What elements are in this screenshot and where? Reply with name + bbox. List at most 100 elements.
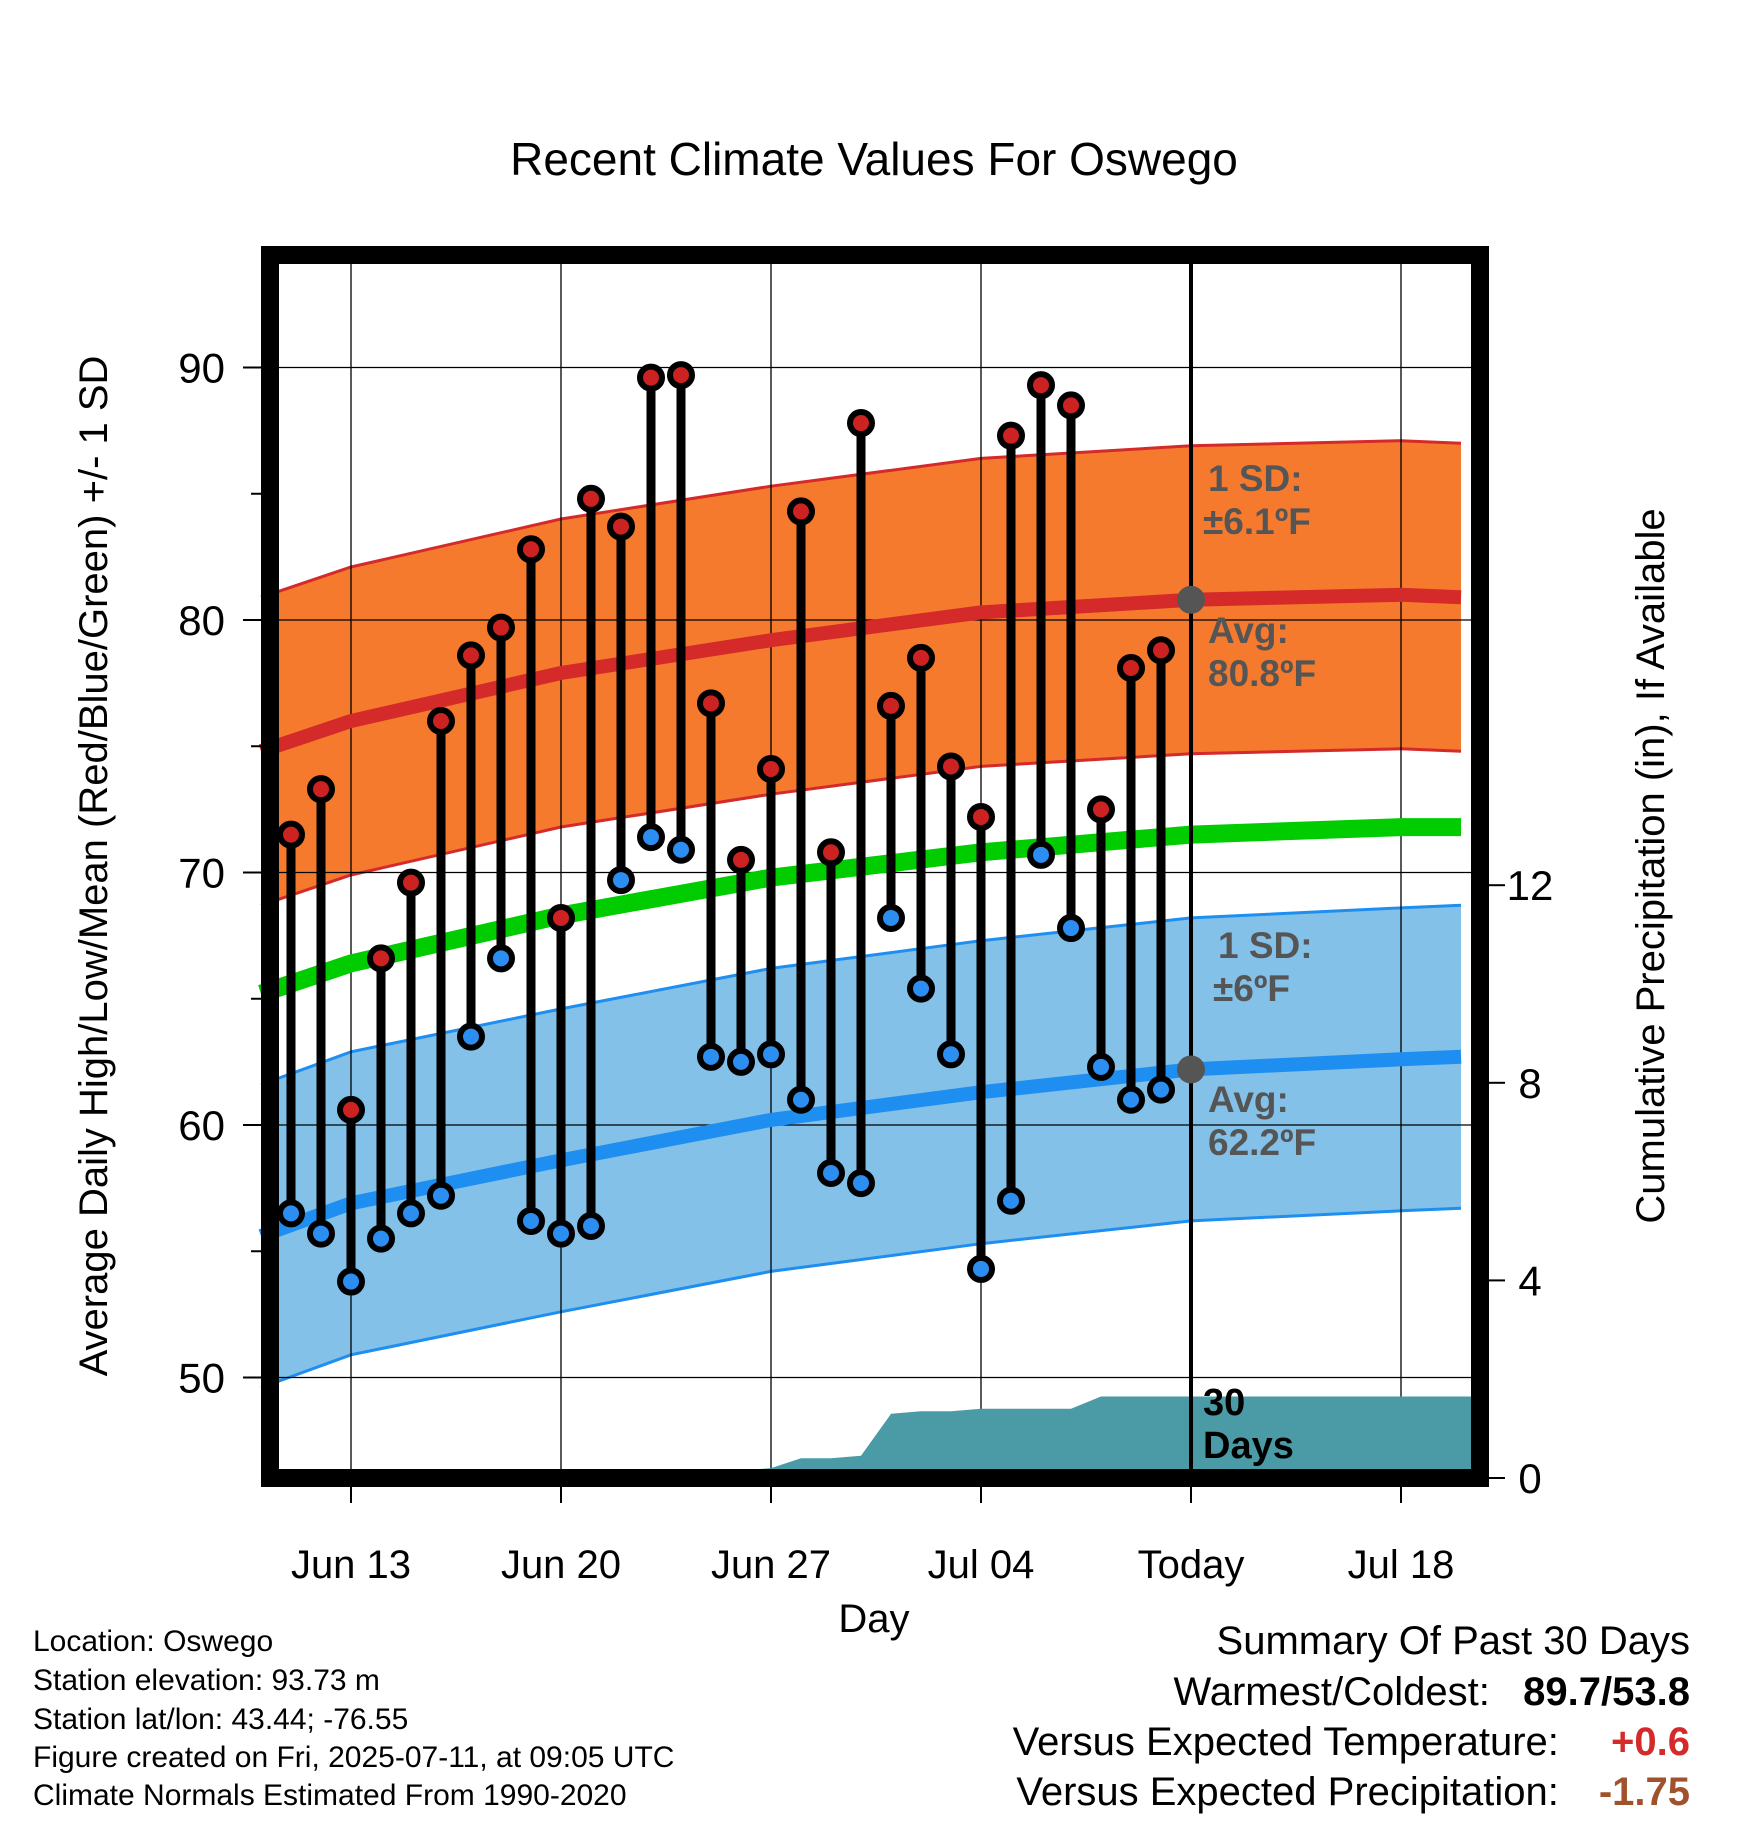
daily-low-point xyxy=(517,1206,545,1235)
y2-tick-label: 12 xyxy=(1507,862,1554,909)
daily-low-point xyxy=(997,1186,1025,1215)
today-low-avg-marker xyxy=(1177,1055,1205,1084)
summary-warmest-coldest: Warmest/Coldest: 89.7/53.8 xyxy=(1173,1672,1690,1712)
daily-low-point xyxy=(427,1181,455,1210)
daily-high-point xyxy=(1147,636,1175,665)
daily-high-point xyxy=(367,944,395,973)
y-axis-title: Average Daily High/Low/Mean (Red/Blue/Gr… xyxy=(72,356,116,1377)
x-tick-label: Jul 18 xyxy=(1348,1543,1455,1587)
precip-days-number: 30 xyxy=(1203,1382,1245,1424)
info-created: Figure created on Fri, 2025-07-11, at 09… xyxy=(33,1741,675,1774)
daily-low-point xyxy=(847,1169,875,1198)
daily-high-point xyxy=(607,512,635,541)
chart-title: Recent Climate Values For Oswego xyxy=(510,133,1238,185)
info-normals: Climate Normals Estimated From 1990-2020 xyxy=(33,1779,627,1812)
x-tick-label: Jun 20 xyxy=(501,1543,621,1587)
y-tick-label: 50 xyxy=(178,1355,225,1402)
daily-high-point xyxy=(1117,653,1145,682)
daily-high-point xyxy=(877,691,905,720)
summary-title: Summary Of Past 30 Days xyxy=(1217,1621,1690,1661)
daily-high-point xyxy=(337,1095,365,1124)
daily-low-point xyxy=(937,1040,965,1069)
high-avg-line xyxy=(258,587,1462,758)
daily-high-point xyxy=(817,838,845,867)
y-tick-label: 80 xyxy=(178,597,225,644)
info-elevation: Station elevation: 93.73 m xyxy=(33,1664,380,1697)
daily-low-point xyxy=(817,1158,845,1187)
info-latlon: Station lat/lon: 43.44; -76.55 xyxy=(33,1703,409,1736)
daily-high-point xyxy=(577,484,605,513)
daily-high-point xyxy=(427,707,455,735)
daily-high-point xyxy=(397,868,425,897)
daily-low-point xyxy=(487,944,515,973)
low-sd-band-upper-edge xyxy=(260,903,1462,1087)
high-sd-band-upper-edge xyxy=(260,439,1462,599)
daily-low-point xyxy=(307,1219,335,1248)
low-avg-label: Avg: xyxy=(1208,1079,1289,1120)
daily-low-point xyxy=(757,1040,785,1069)
high-sd-value: ±6.1ºF xyxy=(1203,501,1311,542)
temp-label: Versus Expected Temperature: xyxy=(1012,1720,1559,1764)
x-tick-label: Today xyxy=(1138,1543,1245,1587)
daily-high-point xyxy=(697,689,725,718)
daily-low-point xyxy=(277,1199,305,1228)
daily-high-point xyxy=(517,535,545,564)
temp-value: +0.6 xyxy=(1611,1720,1690,1764)
daily-high-point xyxy=(757,754,785,783)
low-avg-line xyxy=(258,1049,1462,1243)
daily-low-point xyxy=(727,1047,755,1076)
daily-low-point xyxy=(907,974,935,1003)
daily-high-point xyxy=(277,820,305,849)
plot-frame xyxy=(261,246,1489,1487)
coldest-value: 53.8 xyxy=(1612,1670,1690,1714)
warmest-value: 89.7 xyxy=(1523,1670,1602,1714)
low-avg-value: 62.2ºF xyxy=(1208,1122,1316,1163)
y-tick-label: 70 xyxy=(178,850,225,897)
daily-high-point xyxy=(907,643,935,672)
daily-high-point xyxy=(1087,795,1115,824)
summary-precipitation: Versus Expected Precipitation: -1.75 xyxy=(1016,1772,1690,1812)
precip-label: Versus Expected Precipitation: xyxy=(1016,1770,1559,1814)
y2-tick-label: 0 xyxy=(1518,1455,1541,1502)
high-sd-label: 1 SD: xyxy=(1208,458,1303,499)
daily-low-point xyxy=(1027,840,1055,869)
precip-value: -1.75 xyxy=(1598,1770,1690,1814)
daily-low-point xyxy=(1057,914,1085,943)
daily-low-point xyxy=(787,1085,815,1114)
precip-area xyxy=(261,1396,1476,1478)
daily-high-point xyxy=(487,613,515,642)
x-tick-label: Jun 13 xyxy=(291,1543,411,1587)
daily-high-point xyxy=(637,363,665,392)
daily-high-point xyxy=(667,361,695,390)
daily-high-point xyxy=(967,802,995,831)
high-avg-value: 80.8ºF xyxy=(1208,653,1316,694)
daily-low-point xyxy=(367,1224,395,1253)
x-axis-title: Day xyxy=(838,1597,909,1641)
today-high-avg-marker xyxy=(1177,585,1205,614)
daily-high-point xyxy=(997,421,1025,450)
daily-low-point xyxy=(1087,1052,1115,1081)
daily-high-point xyxy=(787,497,815,526)
daily-low-point xyxy=(607,866,635,895)
daily-high-point xyxy=(547,903,575,932)
warmest-coldest-label: Warmest/Coldest: xyxy=(1173,1670,1490,1714)
daily-low-point xyxy=(967,1254,995,1283)
daily-high-point xyxy=(1057,391,1085,420)
daily-low-point xyxy=(697,1042,725,1071)
daily-high-point xyxy=(1027,371,1055,400)
low-sd-label: 1 SD: xyxy=(1218,925,1313,966)
daily-high-point xyxy=(847,409,875,438)
daily-low-point xyxy=(547,1219,575,1248)
y-tick-label: 90 xyxy=(178,345,225,392)
summary-temperature: Versus Expected Temperature: +0.6 xyxy=(1013,1722,1690,1762)
daily-low-point xyxy=(1117,1085,1145,1114)
summary-title-text: Summary Of Past 30 Days xyxy=(1216,1619,1690,1663)
low-sd-value: ±6ºF xyxy=(1213,968,1290,1009)
daily-low-point xyxy=(1147,1075,1175,1104)
high-avg-label: Avg: xyxy=(1208,610,1289,651)
daily-low-point xyxy=(457,1022,485,1051)
precip-days-label: Days xyxy=(1203,1425,1294,1467)
daily-low-point xyxy=(637,823,665,852)
daily-low-point xyxy=(667,835,695,864)
